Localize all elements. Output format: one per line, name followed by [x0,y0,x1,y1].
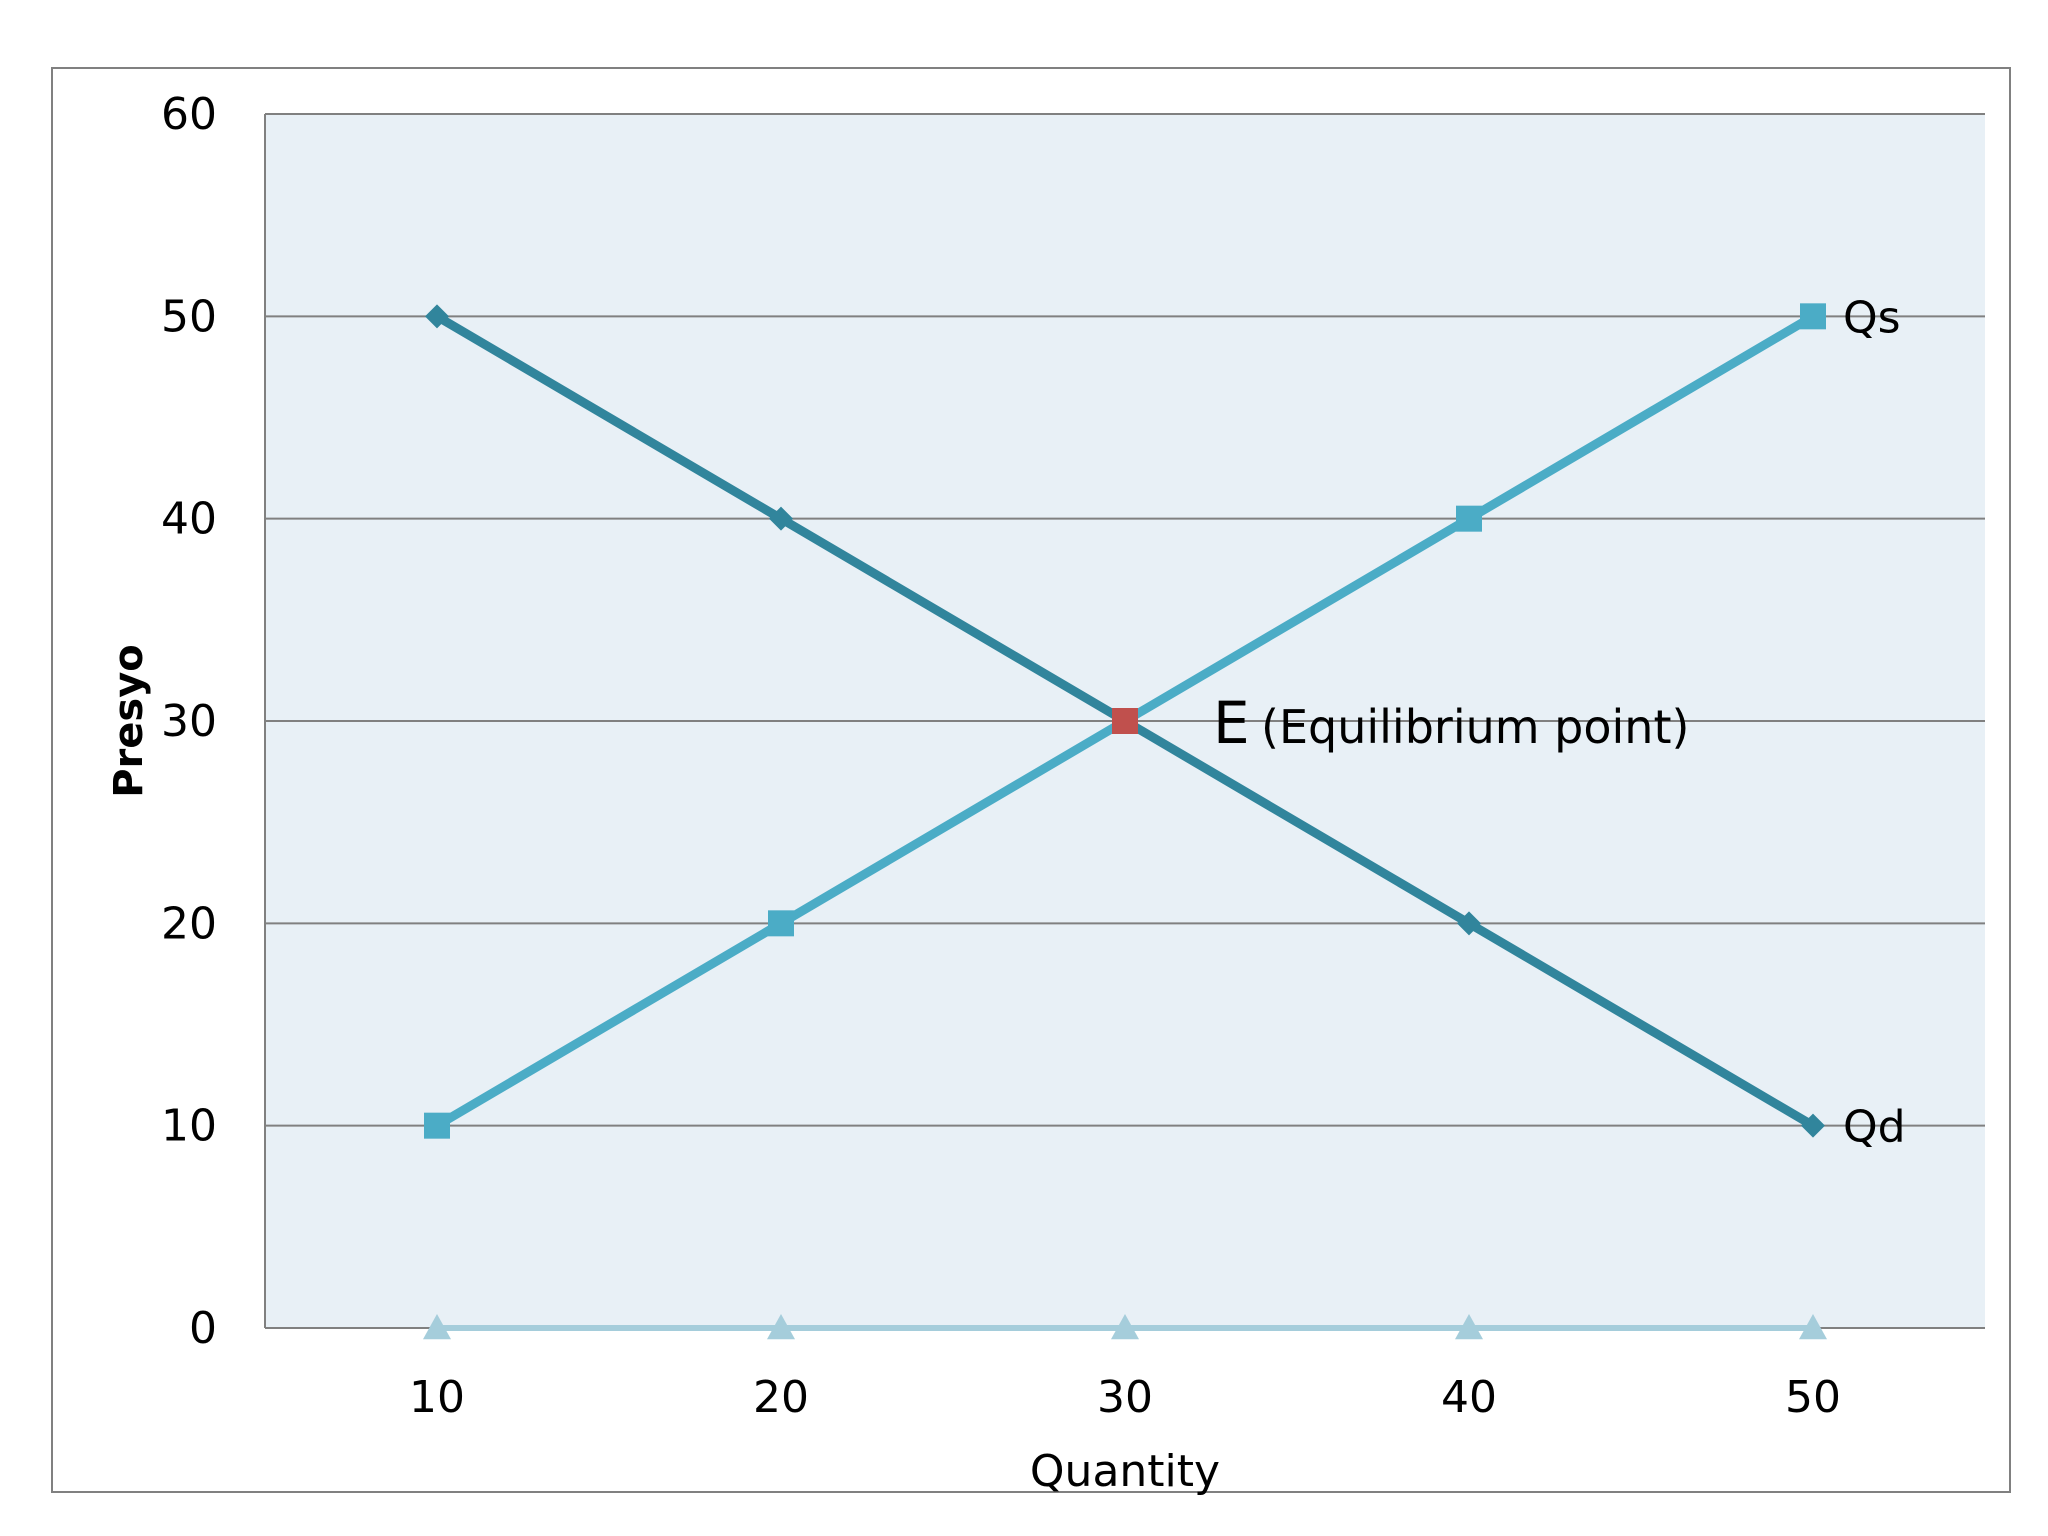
y-tick-label: 30 [161,696,217,747]
data-point [768,910,794,937]
data-point [769,506,793,531]
y-tick-label: 0 [189,1303,217,1354]
y-tick-label: 20 [161,898,217,949]
series-label-qd: Qd [1843,1102,1906,1153]
y-tick-label: 60 [161,89,217,140]
data-point [1800,303,1826,330]
equilibrium-marker [1112,708,1138,734]
y-axis-title: Presyo [106,644,152,798]
data-point [425,304,449,329]
data-point [423,1314,451,1340]
series-label-qs: Qs [1843,292,1901,343]
x-axis-ticks: 10 20 30 40 50 [409,1372,1841,1423]
equilibrium-label: (Equilibrium point) [1261,700,1689,754]
data-point [1455,1314,1483,1340]
y-tick-label: 40 [161,494,217,545]
data-point [1111,1314,1139,1340]
x-tick-label: 10 [409,1372,465,1423]
data-point [1457,911,1481,936]
data-point [1801,1113,1825,1138]
x-tick-label: 50 [1785,1372,1841,1423]
data-point [767,1314,795,1340]
equilibrium-letter: E [1213,689,1250,757]
x-axis-title: Quantity [1030,1446,1220,1497]
data-point [1799,1314,1827,1340]
y-tick-label: 50 [161,291,217,342]
gridlines [264,113,1985,1329]
data-point [424,1112,450,1139]
annotations: E (Equilibrium point) [1112,689,1689,757]
x-tick-label: 30 [1097,1372,1153,1423]
x-tick-label: 40 [1441,1372,1497,1423]
data-point [1456,505,1482,532]
y-tick-label: 10 [161,1101,217,1152]
series-baseline [423,1314,1827,1340]
x-tick-label: 20 [753,1372,809,1423]
y-axis-ticks: 0 10 20 30 40 50 60 [161,89,217,1354]
